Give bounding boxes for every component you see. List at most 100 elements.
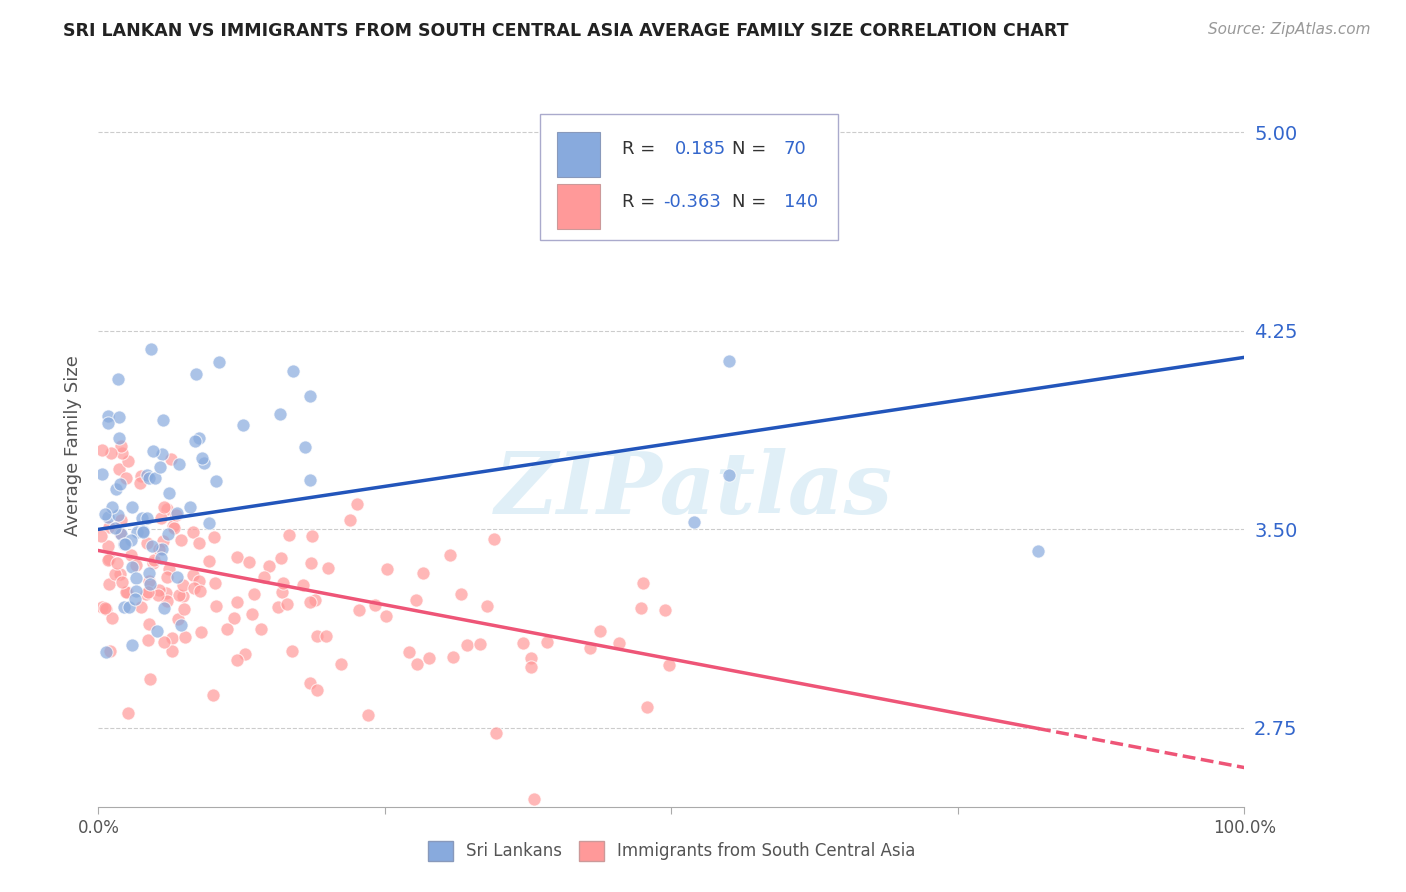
Point — [141, 557, 163, 571]
FancyBboxPatch shape — [557, 185, 600, 229]
Point — [301, 529, 323, 543]
Point — [233, 647, 256, 661]
Point — [226, 652, 249, 666]
Point — [135, 586, 157, 600]
Text: ZIPatlas: ZIPatlas — [495, 448, 893, 531]
Point — [129, 476, 152, 491]
Point — [316, 561, 339, 575]
Point — [364, 598, 387, 612]
Point — [107, 508, 129, 523]
Point — [111, 446, 134, 460]
Point — [111, 574, 134, 589]
Point — [104, 567, 127, 582]
Point — [166, 507, 188, 521]
Point — [405, 592, 427, 607]
Point — [278, 527, 301, 541]
Point — [124, 592, 146, 607]
Point — [636, 700, 658, 714]
Point — [125, 558, 148, 572]
Point — [519, 660, 541, 674]
Point — [157, 485, 180, 500]
Y-axis label: Average Family Size: Average Family Size — [63, 356, 82, 536]
Point — [139, 672, 162, 686]
Point — [299, 556, 322, 570]
Point — [97, 510, 120, 524]
Point — [98, 577, 121, 591]
Point — [139, 576, 162, 591]
Point — [139, 342, 162, 356]
Point — [276, 597, 298, 611]
Point — [150, 541, 173, 556]
Point — [96, 601, 118, 615]
Point — [150, 447, 173, 461]
Point — [112, 537, 135, 551]
Point — [107, 556, 129, 570]
Point — [90, 528, 112, 542]
Point — [468, 637, 491, 651]
Point — [90, 443, 112, 458]
Point — [797, 871, 820, 886]
Point — [110, 525, 132, 540]
Text: -0.363: -0.363 — [664, 193, 721, 211]
Point — [118, 600, 141, 615]
Point — [298, 595, 321, 609]
Point — [98, 520, 121, 534]
Point — [138, 566, 160, 580]
Text: R =: R = — [621, 193, 655, 211]
FancyBboxPatch shape — [557, 132, 600, 177]
Point — [450, 587, 472, 601]
Point — [238, 555, 260, 569]
Point — [204, 474, 226, 488]
Point — [202, 531, 225, 545]
Point — [149, 511, 172, 525]
Point — [267, 599, 290, 614]
Point — [157, 527, 180, 541]
Point — [201, 689, 224, 703]
Point — [283, 364, 305, 378]
Point — [512, 636, 534, 650]
Point — [187, 430, 209, 444]
Point — [179, 500, 201, 515]
Point — [148, 541, 170, 556]
Point — [135, 468, 157, 483]
Point — [631, 576, 654, 591]
Point — [93, 507, 115, 521]
Text: N =: N = — [733, 140, 766, 159]
Point — [441, 650, 464, 665]
Point — [138, 617, 160, 632]
Point — [204, 599, 226, 614]
Point — [115, 585, 138, 599]
Point — [97, 416, 120, 430]
Point — [377, 561, 399, 575]
Point — [1026, 543, 1049, 558]
Point — [138, 574, 160, 589]
Point — [271, 575, 294, 590]
Point — [157, 562, 180, 576]
Point — [683, 515, 706, 529]
Point — [475, 599, 498, 614]
Point — [142, 444, 165, 458]
Point — [208, 355, 231, 369]
Point — [115, 470, 138, 484]
Point — [588, 624, 610, 638]
Point — [299, 676, 322, 690]
Point — [152, 635, 174, 649]
Point — [152, 600, 174, 615]
Point — [121, 500, 143, 514]
Point — [112, 600, 135, 615]
Point — [291, 578, 314, 592]
Point — [120, 533, 142, 547]
Point — [152, 412, 174, 426]
Point — [132, 524, 155, 538]
Point — [143, 471, 166, 485]
Point — [110, 527, 132, 541]
Point — [114, 537, 136, 551]
Point — [149, 460, 172, 475]
Point — [155, 586, 177, 600]
Point — [398, 645, 420, 659]
Point — [108, 431, 131, 445]
Text: SRI LANKAN VS IMMIGRANTS FROM SOUTH CENTRAL ASIA AVERAGE FAMILY SIZE CORRELATION: SRI LANKAN VS IMMIGRANTS FROM SOUTH CENT… — [63, 22, 1069, 40]
Point — [98, 643, 121, 657]
Point — [204, 576, 226, 591]
Point — [169, 533, 191, 547]
